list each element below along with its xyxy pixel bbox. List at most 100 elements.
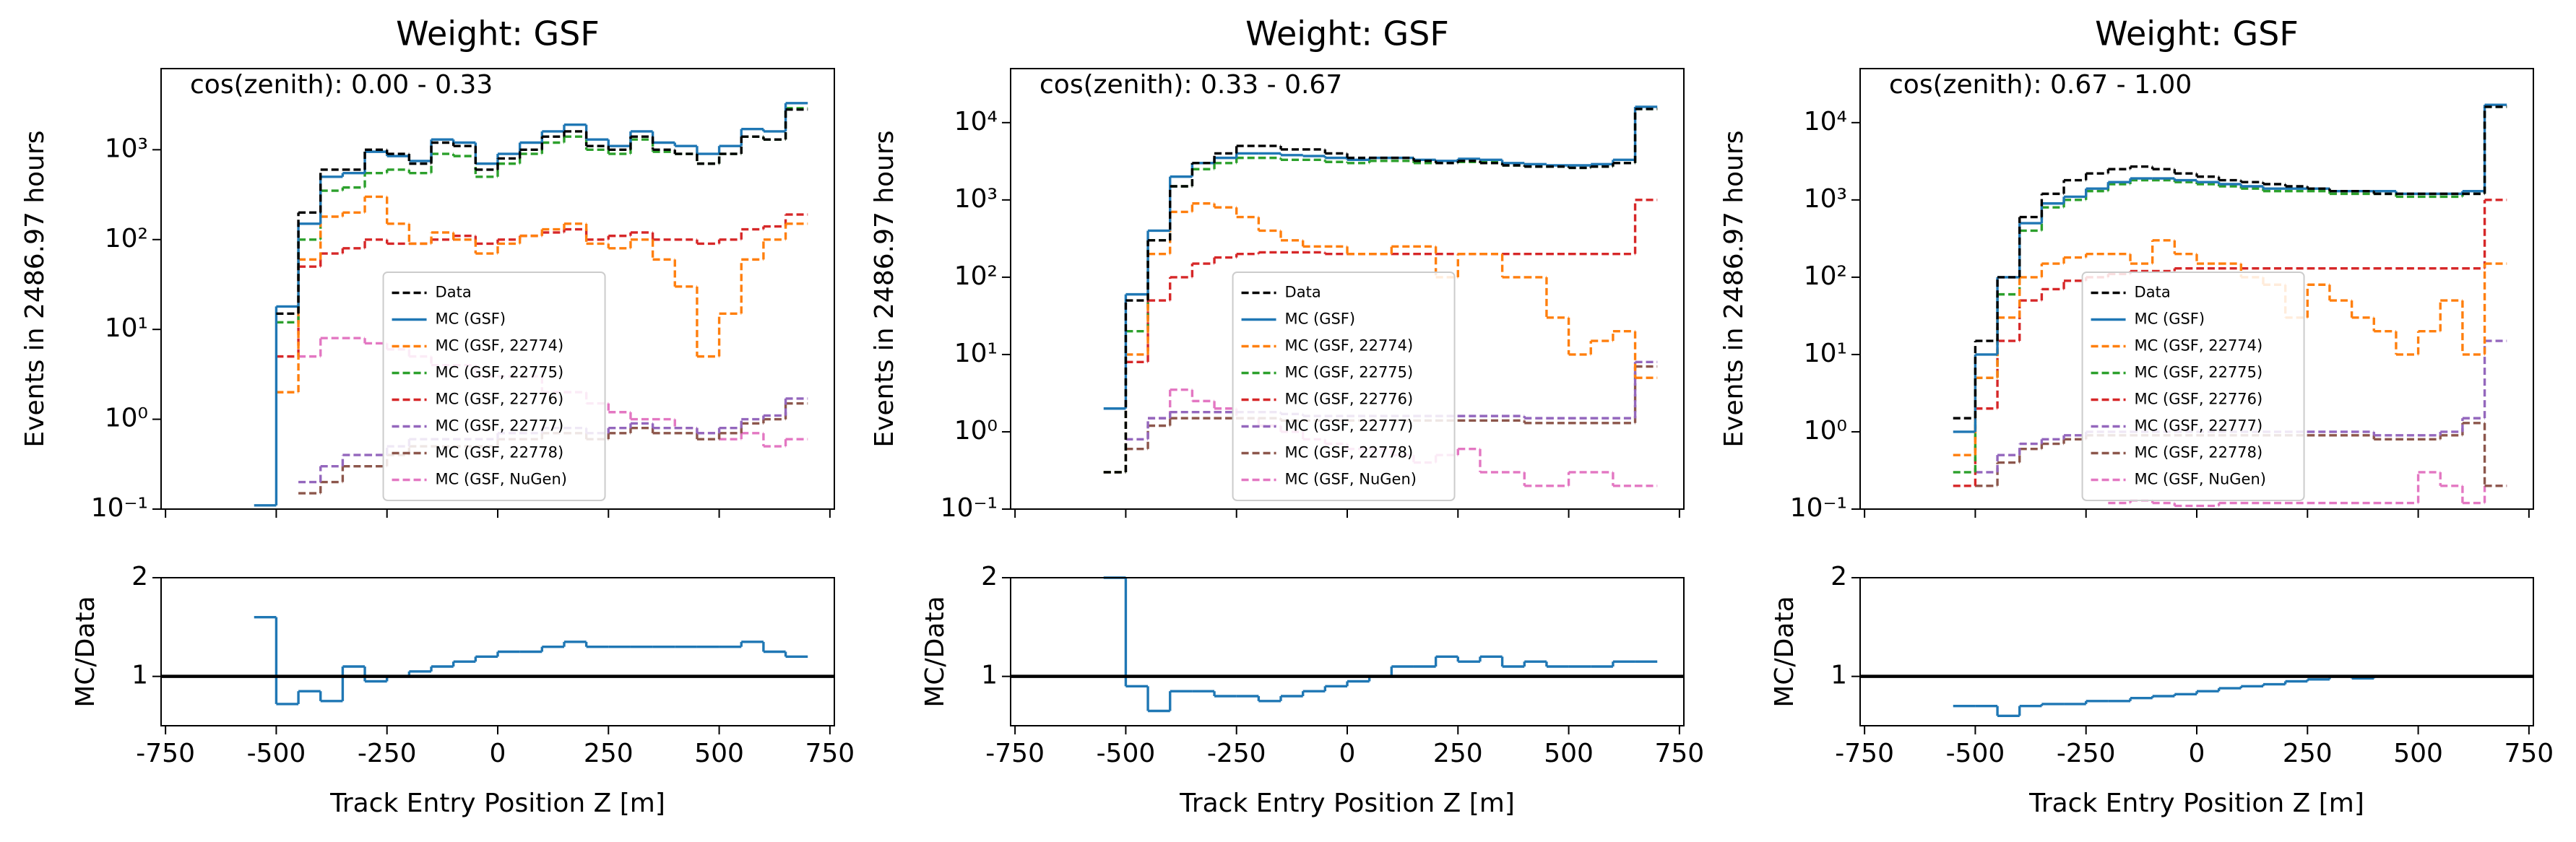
y-axis-label: MC/Data [71, 596, 100, 707]
x-axis-label: Track Entry Position Z [m] [1179, 789, 1515, 818]
y-tick-label: 1 [131, 661, 148, 690]
y-tick-label: 10⁻¹ [941, 493, 998, 523]
y-tick-label: 10⁰ [1804, 416, 1847, 446]
y-tick-label: 10³ [954, 184, 998, 214]
legend-box [382, 272, 606, 501]
legend-label: MC (GSF, 22778) [2135, 444, 2263, 461]
y-tick-label: 10³ [105, 134, 148, 163]
series [254, 102, 808, 507]
axes-frame [160, 68, 835, 510]
annotation: cos(zenith): 0.33 - 0.67 [1040, 70, 1342, 100]
y-axis-label: Events in 2486.97 hours [1719, 130, 1749, 447]
y-tick-label: 2 [981, 562, 998, 591]
panel-title: Weight: GSF [396, 14, 600, 53]
x-tick-label: 500 [694, 739, 744, 768]
x-tick-label: 0 [1339, 739, 1356, 768]
y-tick-label: 1 [981, 661, 998, 690]
legend: Data MC (GSF) MC (GSF, 22774) MC (GSF, 2277… [382, 272, 606, 501]
x-tick-label: 500 [1544, 739, 1594, 768]
x-tick-label: -500 [1097, 739, 1156, 768]
legend-label: MC (GSF, NuGen) [2135, 471, 2266, 488]
x-tick-label: 750 [1655, 739, 1705, 768]
annotation: cos(zenith): 0.67 - 1.00 [1889, 70, 2192, 100]
y-axis-label: MC/Data [1770, 596, 1799, 707]
legend-label: MC (GSF, 22778) [436, 444, 564, 461]
x-tick-label: -750 [136, 739, 195, 768]
legend: Data MC (GSF) MC (GSF, 22774) MC (GSF, 2277… [1232, 272, 1456, 501]
x-tick-label: 750 [2504, 739, 2554, 768]
y-tick-label: 10² [1804, 261, 1847, 291]
ratio [1103, 576, 1658, 713]
axes-frame [1859, 577, 2534, 726]
y-tick-label: 10² [954, 261, 998, 291]
y-tick-label: 10¹ [1804, 339, 1847, 368]
axes-frame [1010, 577, 1685, 726]
legend-label: MC (GSF, NuGen) [436, 471, 567, 488]
legend-label: MC (GSF, 22775) [2135, 364, 2263, 381]
legend-label: MC (GSF, 22778) [1285, 444, 1414, 461]
legend-label: MC (GSF) [436, 311, 506, 328]
y-tick-label: 2 [131, 562, 148, 591]
x-tick-label: 0 [2189, 739, 2205, 768]
legend-label: MC (GSF, 22776) [436, 391, 564, 408]
legend-label: MC (GSF, 22777) [436, 417, 564, 435]
x-tick-label: -750 [985, 739, 1045, 768]
axes-frame [1010, 68, 1685, 510]
ratio [254, 615, 808, 706]
x-tick-label: 0 [490, 739, 506, 768]
y-tick-label: 10⁻¹ [1790, 493, 1847, 523]
y-tick-label: 10⁴ [1804, 107, 1847, 136]
x-tick-label: 250 [1433, 739, 1483, 768]
legend-box [1232, 272, 1456, 501]
y-axis-label: MC/Data [920, 596, 950, 707]
series [1103, 108, 1658, 474]
legend-box [2081, 272, 2305, 501]
x-tick-label: 500 [2393, 739, 2443, 768]
x-tick-label: -250 [1207, 739, 1266, 768]
series [1125, 202, 1658, 379]
x-tick-label: 250 [2283, 739, 2333, 768]
x-tick-label: -250 [2057, 739, 2116, 768]
y-tick-label: 10³ [1804, 184, 1847, 214]
y-tick-label: 10⁰ [105, 404, 148, 433]
legend-label: Data [436, 284, 472, 301]
series [276, 108, 808, 315]
x-tick-label: -250 [358, 739, 417, 768]
series [1953, 105, 2507, 420]
panel-title: Weight: GSF [1245, 14, 1449, 53]
legend-label: Data [1285, 284, 1321, 301]
x-tick-label: -500 [1946, 739, 2005, 768]
y-axis-label: Events in 2486.97 hours [20, 130, 50, 447]
y-tick-label: 10² [105, 224, 148, 253]
legend-label: MC (GSF, 22774) [2135, 337, 2263, 355]
x-axis-label: Track Entry Position Z [m] [329, 789, 665, 818]
y-tick-label: 1 [1831, 661, 1847, 690]
x-tick-label: 750 [805, 739, 855, 768]
annotation: cos(zenith): 0.00 - 0.33 [190, 70, 493, 100]
x-tick-label: 250 [584, 739, 634, 768]
legend-label: MC (GSF, 22774) [1285, 337, 1414, 355]
x-tick-label: -500 [247, 739, 306, 768]
legend-label: MC (GSF, 22776) [1285, 391, 1414, 408]
x-axis-label: Track Entry Position Z [m] [2028, 789, 2364, 818]
legend: Data MC (GSF) MC (GSF, 22774) MC (GSF, 2277… [2081, 272, 2305, 501]
y-axis-label: Events in 2486.97 hours [870, 130, 899, 447]
legend-label: MC (GSF, 22775) [436, 364, 564, 381]
y-tick-label: 10¹ [105, 313, 148, 343]
legend-label: MC (GSF, NuGen) [1285, 471, 1417, 488]
y-tick-label: 2 [1831, 562, 1847, 591]
y-tick-label: 10⁰ [954, 416, 998, 446]
panel-title: Weight: GSF [2095, 14, 2299, 53]
axes-frame [1859, 68, 2534, 510]
y-tick-label: 10¹ [954, 339, 998, 368]
legend-label: MC (GSF, 22775) [1285, 364, 1414, 381]
axes-frame [160, 577, 835, 726]
legend-label: Data [2135, 284, 2171, 301]
y-tick-label: 10⁻¹ [91, 493, 148, 523]
ratio [1953, 674, 2507, 718]
legend-label: MC (GSF, 22776) [2135, 391, 2263, 408]
x-tick-label: -750 [1835, 739, 1894, 768]
legend-label: MC (GSF) [2135, 311, 2205, 328]
legend-label: MC (GSF) [1285, 311, 1356, 328]
